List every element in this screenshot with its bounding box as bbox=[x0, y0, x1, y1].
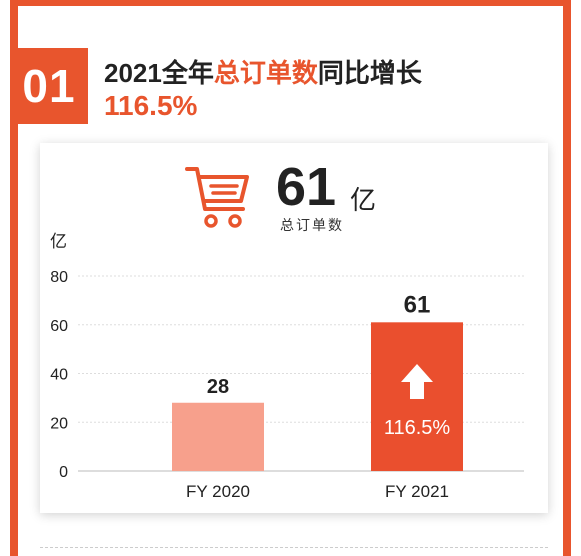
x-tick-label: FY 2020 bbox=[186, 482, 250, 501]
arrow-up-icon bbox=[401, 364, 433, 399]
x-tick-label: FY 2021 bbox=[385, 482, 449, 501]
section-number-badge: 01 bbox=[10, 48, 88, 124]
shopping-cart-icon bbox=[185, 167, 249, 228]
y-tick-label: 20 bbox=[50, 415, 68, 432]
section-divider bbox=[40, 547, 548, 548]
y-tick-label: 80 bbox=[50, 269, 68, 286]
y-axis-unit-label: 亿 bbox=[50, 232, 67, 251]
y-tick-label: 40 bbox=[50, 367, 68, 384]
headline: 2021全年总订单数同比增长 bbox=[104, 53, 422, 90]
total-orders-label: 总订单数 bbox=[280, 217, 344, 233]
y-tick-label: 0 bbox=[59, 464, 68, 481]
data-label: 61 bbox=[404, 291, 431, 318]
data-label: 28 bbox=[207, 376, 229, 398]
total-orders-value: 61 bbox=[276, 157, 337, 217]
headline-suffix: 同比增长 bbox=[317, 58, 422, 88]
y-tick-label: 60 bbox=[50, 318, 68, 335]
chart-card bbox=[40, 143, 548, 513]
headline-growth: 116.5% bbox=[104, 90, 198, 121]
growth-annotation: 116.5% bbox=[384, 417, 451, 439]
headline-accent: 总订单数 bbox=[213, 58, 318, 88]
headline-prefix: 2021全年 bbox=[104, 58, 214, 88]
bar-fy-2020 bbox=[172, 402, 264, 471]
total-orders-unit: 亿 bbox=[350, 185, 377, 215]
